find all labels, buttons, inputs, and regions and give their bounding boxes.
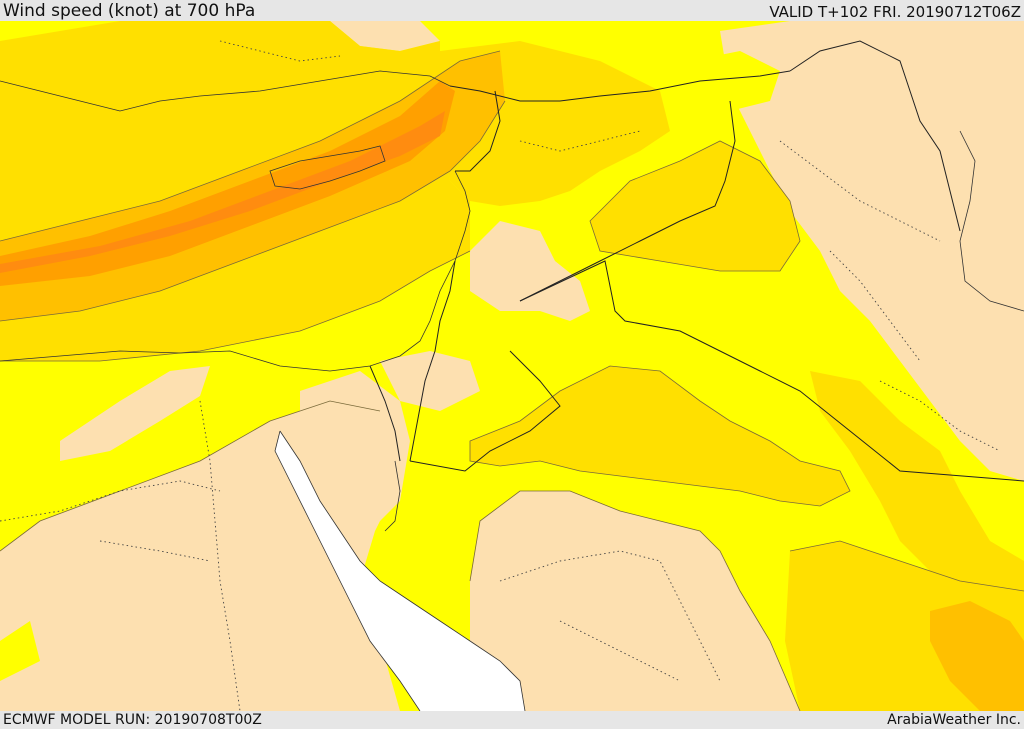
border-lebanon-syria — [455, 90, 501, 172]
calm-region-sinai-west — [380, 351, 480, 411]
border-jordan-saudi — [409, 350, 561, 472]
high-region-southeast — [930, 601, 1024, 711]
contour-egypt — [0, 400, 381, 552]
contour-saudi — [469, 490, 801, 711]
gulf-coast — [959, 130, 1024, 312]
admin-egypt-1 — [0, 480, 221, 522]
admin-egypt-2 — [199, 400, 241, 711]
valid-time: VALID T+102 FRI. 20190712T06Z — [769, 3, 1021, 21]
admin-iraq-2 — [829, 250, 921, 362]
map-title: Wind speed (knot) at 700 hPa — [3, 1, 256, 21]
red-sea-coast — [274, 430, 526, 711]
calm-region-anatolia — [330, 21, 440, 51]
gulf-of-aqaba-coast — [384, 460, 401, 532]
border-iraq-iran — [789, 40, 961, 232]
turkey-coast — [0, 70, 451, 112]
cyprus-coast — [269, 145, 386, 190]
contour-jet-outer-south — [0, 100, 506, 322]
contour-north-saudi — [469, 365, 851, 507]
calm-region-sinai — [300, 371, 410, 521]
border-jordan-iraq — [519, 260, 1024, 482]
admin-iraq-1 — [779, 140, 941, 242]
contour-west-iraq — [589, 140, 801, 272]
admin-saudi-1 — [499, 550, 721, 682]
calm-region-iraq-iran — [720, 21, 1024, 481]
mid-region-north-saudi — [470, 366, 850, 506]
peak-region-jet — [0, 111, 445, 273]
contour-east — [789, 540, 1024, 592]
footer-bar: ECMWF MODEL RUN: 20190708T00Z ArabiaWeat… — [0, 711, 1024, 729]
calm-region-egypt-west — [0, 621, 40, 681]
border-syria-iraq — [519, 100, 736, 302]
admin-egypt-3 — [99, 540, 211, 562]
admin-iran-1 — [879, 380, 1001, 452]
border-israel-jordan — [409, 260, 456, 462]
mid-region-gulf-north — [810, 371, 1024, 621]
border-turkey-syria — [449, 70, 791, 102]
header-bar: Wind speed (knot) at 700 hPa VALID T+102… — [0, 0, 1024, 21]
mediterranean-coast — [0, 170, 471, 372]
higher-region-jet — [0, 81, 455, 286]
model-run: ECMWF MODEL RUN: 20190708T00Z — [3, 712, 262, 728]
credit: ArabiaWeather Inc. — [887, 712, 1021, 728]
mid-region-west-iraq — [590, 141, 800, 271]
calm-region-saudi — [470, 491, 800, 711]
calm-region-iraq-north — [690, 51, 780, 111]
calm-region-north-egypt — [60, 366, 210, 461]
contour-jet-outer — [0, 50, 501, 242]
contour-mediterranean — [0, 250, 471, 362]
border-egypt-israel — [369, 365, 401, 462]
red-sea-water — [275, 431, 525, 711]
calm-region-jordan — [470, 221, 590, 321]
wind-speed-map — [0, 21, 1024, 711]
